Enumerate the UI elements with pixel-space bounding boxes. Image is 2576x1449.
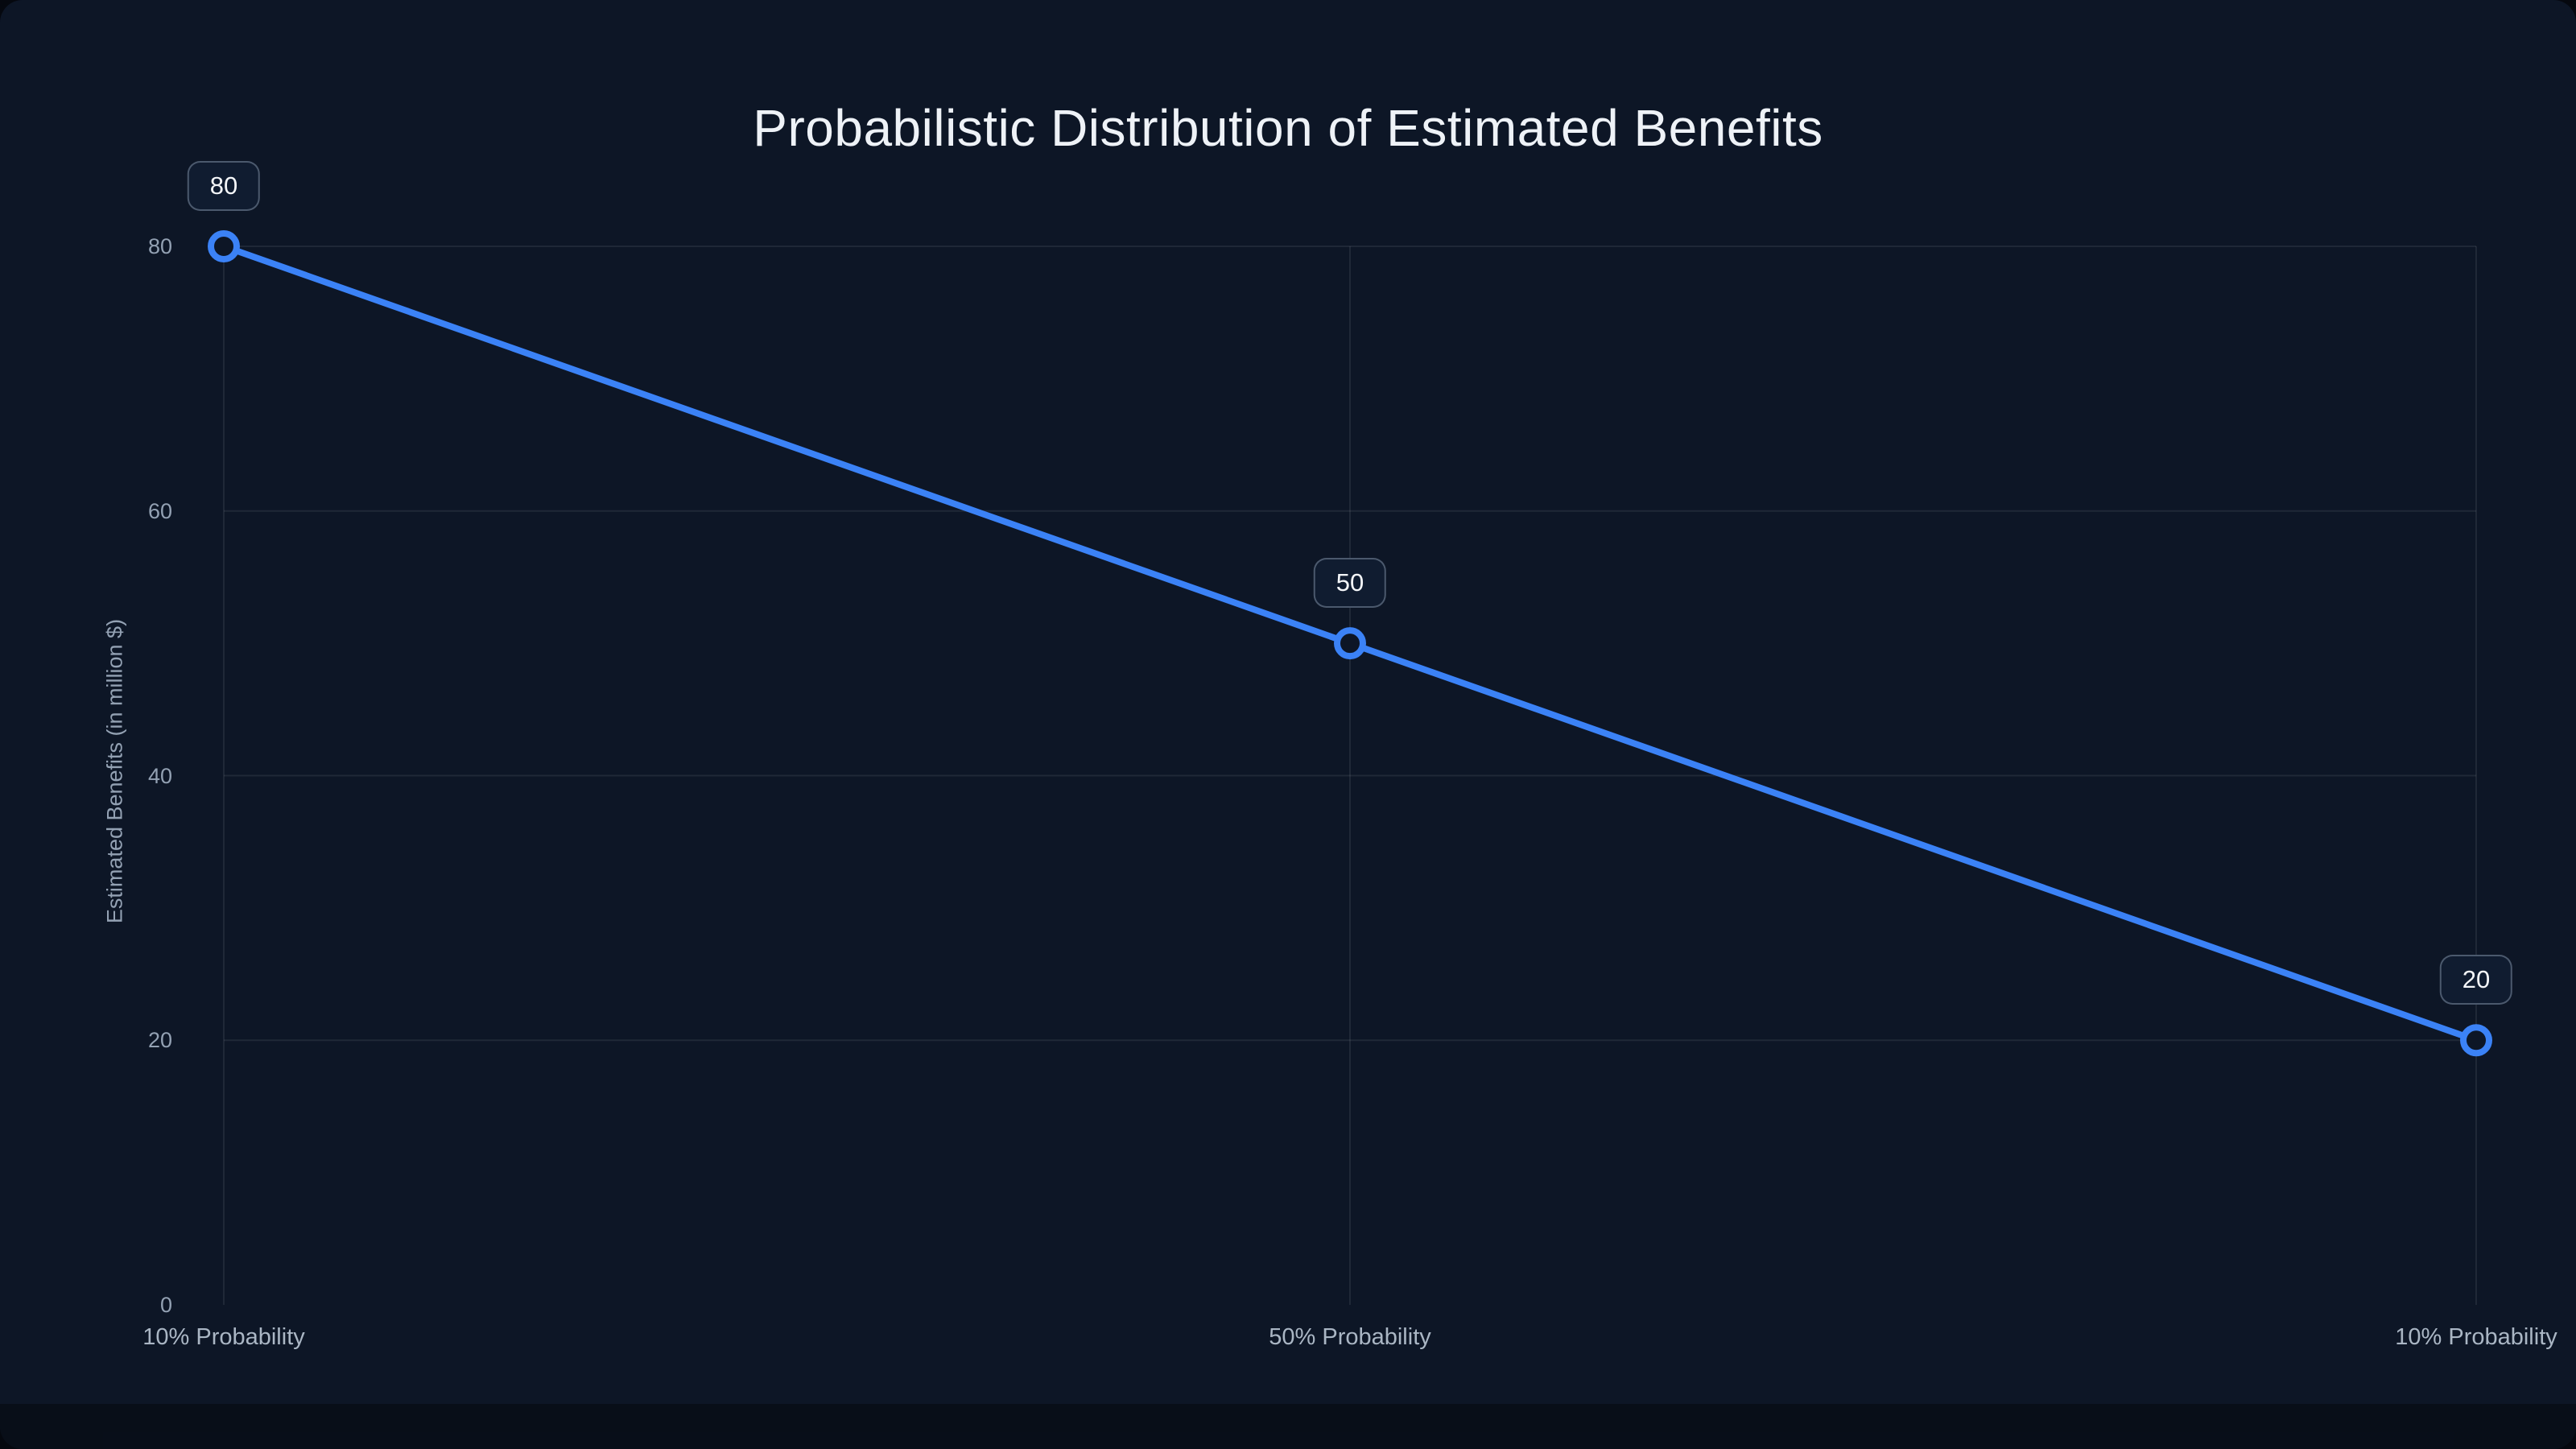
chart-title: Probabilistic Distribution of Estimated … [753, 99, 1823, 157]
data-point-marker[interactable] [208, 230, 240, 262]
footer-strip [0, 1404, 2576, 1449]
point-value-badge: 20 [2439, 955, 2513, 1005]
point-value-badge: 50 [1313, 558, 1387, 609]
y-tick-label: 20 [147, 1028, 172, 1053]
x-axis-category-label: 10% Probability [2395, 1324, 2557, 1350]
x-axis-category-label: 10% Probability [142, 1324, 305, 1350]
point-value-badge: 80 [187, 161, 261, 211]
y-tick-label: 80 [147, 234, 172, 258]
y-tick-label: 0 [159, 1293, 172, 1317]
data-point-marker[interactable] [1334, 627, 1366, 660]
x-axis-category-label: 50% Probability [1269, 1324, 1431, 1350]
y-tick-label: 40 [147, 763, 172, 788]
data-point-marker[interactable] [2460, 1024, 2492, 1057]
y-tick-label: 60 [147, 498, 172, 523]
